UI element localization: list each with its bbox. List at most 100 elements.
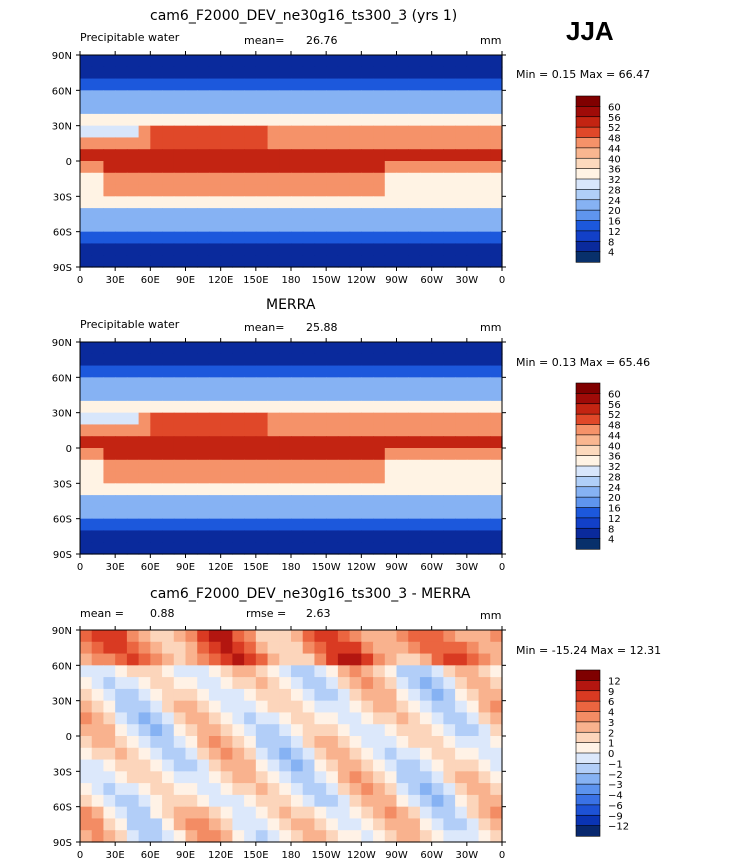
heatmap-cell [244, 400, 257, 414]
heatmap-cell [138, 818, 151, 831]
x-tick-label: 60E [141, 275, 160, 286]
heatmap-cell [208, 365, 222, 378]
heatmap-cell [302, 830, 316, 843]
heatmap-cell [314, 353, 327, 367]
x-tick-label: 120W [347, 562, 376, 573]
heatmap-cell [419, 759, 433, 772]
heatmap-cell [373, 208, 386, 221]
heatmap-cell [138, 196, 151, 209]
heatmap-cell [185, 759, 198, 772]
heatmap-cell [326, 342, 339, 355]
heatmap-cell [208, 113, 222, 127]
heatmap-cell [80, 365, 93, 378]
heatmap-cell [162, 653, 175, 666]
heatmap-cell [255, 818, 269, 831]
heatmap-cell [302, 677, 316, 690]
heatmap-cell [173, 700, 187, 714]
heatmap-cell [431, 412, 444, 426]
heatmap-cell [396, 90, 409, 103]
heatmap-cell [396, 412, 409, 426]
heatmap-cell [419, 783, 433, 796]
heatmap-cell [443, 365, 456, 378]
heatmap-cell [478, 113, 491, 127]
heatmap-cell [302, 806, 316, 820]
heatmap-cell [314, 102, 327, 115]
heatmap-cell [408, 641, 421, 655]
colorbar-label: 32 [608, 175, 621, 186]
heatmap-cell [291, 506, 304, 520]
heatmap-cell [185, 471, 198, 484]
heatmap-cell [314, 231, 327, 245]
heatmap-cell [103, 471, 116, 484]
heatmap-cell [326, 518, 339, 532]
heatmap-cell [431, 459, 444, 473]
heatmap-cell [314, 736, 327, 749]
heatmap-cell [115, 377, 128, 390]
heatmap-cell [349, 172, 362, 186]
heatmap-cell [455, 365, 468, 378]
heatmap-cell [326, 389, 339, 402]
heatmap-cell [150, 184, 163, 197]
heatmap-cell [173, 530, 187, 543]
heatmap-cell [91, 700, 105, 714]
heatmap-cell [150, 806, 163, 820]
heatmap-cell [162, 102, 175, 115]
heatmap-cell [208, 771, 222, 784]
heatmap-cell [162, 806, 175, 820]
heatmap-cell [314, 724, 327, 737]
heatmap-cell [373, 830, 386, 843]
heatmap-cell [267, 518, 280, 532]
colorbar-box [575, 157, 601, 170]
heatmap-cell [220, 771, 233, 784]
heatmap-cell [337, 66, 351, 80]
heatmap-cell [396, 196, 409, 209]
heatmap-cell [466, 255, 480, 268]
heatmap-cell [431, 495, 444, 508]
heatmap-cell [80, 677, 93, 690]
heatmap-cell [173, 771, 187, 784]
heatmap-cell [455, 700, 468, 714]
heatmap-cell [232, 90, 245, 103]
heatmap-cell [162, 471, 175, 484]
colorbar-label: −3 [608, 780, 623, 791]
heatmap-cell [490, 459, 503, 473]
heatmap-cell [185, 55, 198, 68]
heatmap-cell [314, 665, 327, 678]
heatmap-cell [255, 677, 269, 690]
heatmap-cell [208, 78, 222, 91]
heatmap-cell [302, 78, 316, 91]
heatmap-cell [162, 172, 175, 186]
heatmap-cell [138, 149, 151, 162]
x-tick-label: 150E [243, 850, 268, 861]
heatmap-cell [115, 759, 128, 772]
heatmap-cell [455, 389, 468, 402]
heatmap-cell [384, 483, 398, 496]
heatmap-cell [162, 243, 175, 256]
colorbar-label: 9 [608, 687, 614, 698]
heatmap-cell [431, 400, 444, 414]
heatmap-cell [232, 255, 245, 268]
heatmap-cell [255, 102, 269, 115]
heatmap-cell [80, 747, 93, 761]
heatmap-cell [208, 412, 222, 426]
heatmap-cell [291, 495, 304, 508]
heatmap-cell [244, 653, 257, 666]
heatmap-cell [138, 459, 151, 473]
heatmap-cell [349, 255, 362, 268]
heatmap-cell [431, 506, 444, 520]
heatmap-cell [162, 830, 175, 843]
heatmap-cell [232, 400, 245, 414]
heatmap-cell [490, 412, 503, 426]
heatmap-cell [220, 712, 233, 725]
map-frame [79, 629, 503, 843]
heatmap-cell [373, 688, 386, 702]
heatmap-cell [314, 483, 327, 496]
heatmap-cell [466, 712, 480, 725]
heatmap-cell [279, 102, 292, 115]
heatmap-cell [267, 78, 280, 91]
heatmap-cell [185, 196, 198, 209]
heatmap-cell [220, 412, 233, 426]
heatmap-cell [431, 342, 444, 355]
heatmap-cell [455, 78, 468, 91]
heatmap-cell [384, 400, 398, 414]
